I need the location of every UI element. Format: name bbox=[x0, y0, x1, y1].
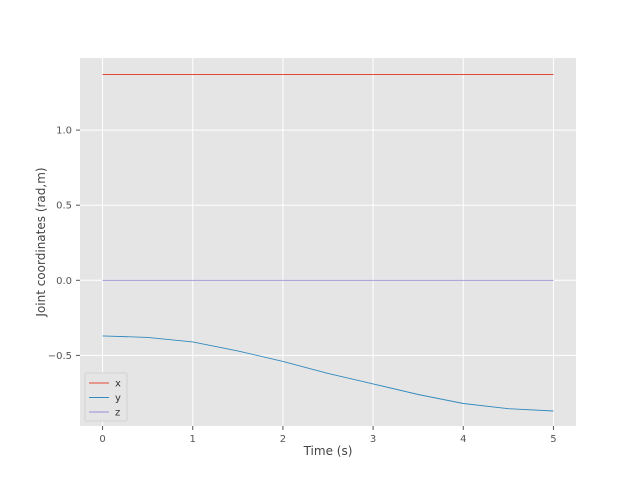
x-tick-label: 2 bbox=[280, 434, 286, 445]
x-tick-label: 5 bbox=[550, 434, 556, 445]
y-tick-label: 0.0 bbox=[56, 276, 72, 287]
grid bbox=[80, 58, 576, 426]
y-tick-label: 1.0 bbox=[56, 126, 72, 137]
x-tick-label: 1 bbox=[190, 434, 196, 445]
legend-label-z: z bbox=[115, 408, 120, 419]
x-axis-label: Time (s) bbox=[303, 444, 353, 458]
legend-label-y: y bbox=[115, 393, 121, 404]
plot-area bbox=[80, 58, 576, 426]
y-tick-label: −0.5 bbox=[48, 351, 72, 362]
y-axis-label: Joint coordinates (rad,m) bbox=[34, 167, 48, 317]
x-tick-label: 3 bbox=[370, 434, 376, 445]
x-tick-label: 0 bbox=[99, 434, 105, 445]
ticks: 0 1 2 3 4 5 −0.5 0.0 0.5 1.0 bbox=[48, 126, 557, 445]
legend: xyz bbox=[84, 372, 128, 422]
series-lines bbox=[102, 74, 554, 412]
series-line-y bbox=[102, 335, 554, 412]
y-tick-label: 0.5 bbox=[56, 201, 72, 212]
legend-label-x: x bbox=[115, 379, 121, 390]
x-tick-label: 4 bbox=[460, 434, 466, 445]
